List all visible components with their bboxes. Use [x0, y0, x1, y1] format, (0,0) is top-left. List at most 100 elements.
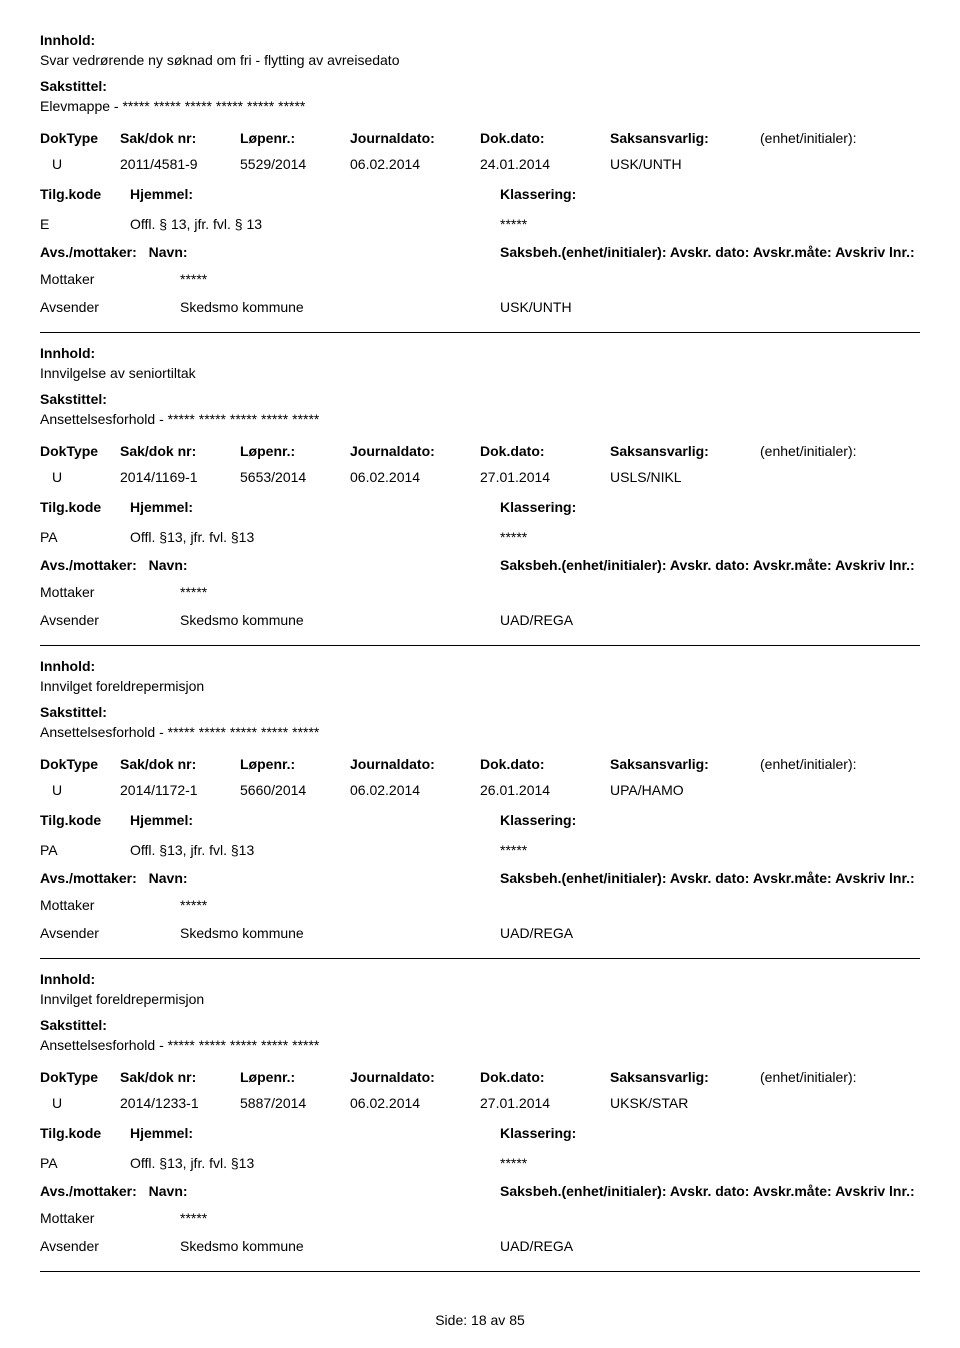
- avs-mottaker-label: Avs./mottaker:: [40, 870, 137, 886]
- sakdok-value: 2014/1169-1: [120, 467, 240, 487]
- avsender-row: Avsender Skedsmo kommune UAD/REGA: [40, 1237, 920, 1255]
- hjemmel-label: Hjemmel:: [130, 1123, 500, 1143]
- enhet-initialer-value: [760, 154, 920, 174]
- journaldato-value: 06.02.2014: [350, 780, 480, 800]
- meta-value-row: U 2011/4581-9 5529/2014 06.02.2014 24.01…: [40, 154, 920, 174]
- innhold-text: Innvilget foreldrepermisjon: [40, 678, 920, 694]
- journaldato-label: Journaldato:: [350, 441, 480, 461]
- saksbeh-header-row: Avs./mottaker: Navn: Saksbeh.(enhet/init…: [40, 1183, 920, 1199]
- innhold-label: Innhold:: [40, 658, 920, 674]
- mottaker-row: Mottaker *****: [40, 583, 920, 601]
- hjemmel-value-row: PA Offl. §13, jfr. fvl. §13 *****: [40, 527, 920, 547]
- sakstittel-label: Sakstittel:: [40, 78, 920, 94]
- mottaker-row: Mottaker *****: [40, 270, 920, 288]
- journaldato-label: Journaldato:: [350, 1067, 480, 1087]
- side-label: Side:: [435, 1312, 467, 1328]
- saksbeh-header-row: Avs./mottaker: Navn: Saksbeh.(enhet/init…: [40, 557, 920, 573]
- lopenr-label: Løpenr.:: [240, 1067, 350, 1087]
- dokdato-value: 27.01.2014: [480, 1093, 610, 1113]
- meta-header-row: DokType Sak/dok nr: Løpenr.: Journaldato…: [40, 754, 920, 774]
- page-footer: Side: 18 av 85: [40, 1312, 920, 1328]
- tilgkode-label: Tilg.kode: [40, 810, 130, 830]
- sakstittel-text: Elevmappe - ***** ***** ***** ***** ****…: [40, 98, 920, 114]
- sakstittel-text: Ansettelsesforhold - ***** ***** ***** *…: [40, 724, 920, 740]
- mottaker-enhet: [500, 270, 920, 288]
- saksbeh-labels: Saksbeh.(enhet/initialer): Avskr. dato: …: [500, 1183, 920, 1199]
- hjemmel-header-row: Tilg.kode Hjemmel: Klassering:: [40, 1123, 920, 1143]
- avs-mottaker-label: Avs./mottaker:: [40, 244, 137, 260]
- saksansvarlig-value: UKSK/STAR: [610, 1093, 760, 1113]
- mottaker-navn: *****: [180, 896, 500, 914]
- lopenr-value: 5529/2014: [240, 154, 350, 174]
- mottaker-navn: *****: [180, 270, 500, 288]
- sakstittel-label: Sakstittel:: [40, 704, 920, 720]
- doktype-value: U: [40, 1093, 120, 1113]
- innhold-text: Innvilget foreldrepermisjon: [40, 991, 920, 1007]
- avs-mottaker-navn-labels: Avs./mottaker: Navn:: [40, 1183, 500, 1199]
- avsender-navn: Skedsmo kommune: [180, 1237, 500, 1255]
- avsender-navn: Skedsmo kommune: [180, 611, 500, 629]
- sakdok-label: Sak/dok nr:: [120, 1067, 240, 1087]
- navn-label: Navn:: [149, 244, 188, 260]
- saksbeh-labels: Saksbeh.(enhet/initialer): Avskr. dato: …: [500, 244, 920, 260]
- klassering-value: *****: [500, 214, 920, 234]
- hjemmel-header-row: Tilg.kode Hjemmel: Klassering:: [40, 497, 920, 517]
- saksansvarlig-label: Saksansvarlig:: [610, 441, 760, 461]
- mottaker-label: Mottaker: [40, 1209, 180, 1227]
- tilgkode-value: PA: [40, 1153, 130, 1173]
- klassering-label: Klassering:: [500, 497, 920, 517]
- innhold-label: Innhold:: [40, 971, 920, 987]
- dokdato-value: 24.01.2014: [480, 154, 610, 174]
- dokdato-label: Dok.dato:: [480, 754, 610, 774]
- enhet-initialer-label: (enhet/initialer):: [760, 128, 920, 148]
- mottaker-label: Mottaker: [40, 270, 180, 288]
- mottaker-enhet: [500, 1209, 920, 1227]
- enhet-initialer-label: (enhet/initialer):: [760, 1067, 920, 1087]
- saksbeh-header-row: Avs./mottaker: Navn: Saksbeh.(enhet/init…: [40, 870, 920, 886]
- journaldato-value: 06.02.2014: [350, 467, 480, 487]
- klassering-label: Klassering:: [500, 1123, 920, 1143]
- enhet-initialer-value: [760, 780, 920, 800]
- dokdato-label: Dok.dato:: [480, 128, 610, 148]
- mottaker-enhet: [500, 896, 920, 914]
- tilgkode-label: Tilg.kode: [40, 497, 130, 517]
- avs-mottaker-label: Avs./mottaker:: [40, 557, 137, 573]
- avs-mottaker-navn-labels: Avs./mottaker: Navn:: [40, 557, 500, 573]
- doktype-value: U: [40, 467, 120, 487]
- enhet-initialer-label: (enhet/initialer):: [760, 754, 920, 774]
- journal-record: Innhold: Innvilgelse av seniortiltak Sak…: [40, 332, 920, 645]
- enhet-initialer-value: [760, 1093, 920, 1113]
- avsender-label: Avsender: [40, 1237, 180, 1255]
- avsender-row: Avsender Skedsmo kommune USK/UNTH: [40, 298, 920, 316]
- avsender-label: Avsender: [40, 298, 180, 316]
- klassering-value: *****: [500, 527, 920, 547]
- avs-mottaker-label: Avs./mottaker:: [40, 1183, 137, 1199]
- dokdato-label: Dok.dato:: [480, 1067, 610, 1087]
- saksbeh-header-row: Avs./mottaker: Navn: Saksbeh.(enhet/init…: [40, 244, 920, 260]
- avsender-enhet: UAD/REGA: [500, 924, 920, 942]
- doktype-label: DokType: [40, 128, 120, 148]
- dokdato-label: Dok.dato:: [480, 441, 610, 461]
- hjemmel-value-row: PA Offl. §13, jfr. fvl. §13 *****: [40, 840, 920, 860]
- sakstittel-text: Ansettelsesforhold - ***** ***** ***** *…: [40, 411, 920, 427]
- journaldato-label: Journaldato:: [350, 128, 480, 148]
- klassering-label: Klassering:: [500, 184, 920, 204]
- lopenr-value: 5660/2014: [240, 780, 350, 800]
- meta-header-row: DokType Sak/dok nr: Løpenr.: Journaldato…: [40, 128, 920, 148]
- dokdato-value: 27.01.2014: [480, 467, 610, 487]
- innhold-text: Innvilgelse av seniortiltak: [40, 365, 920, 381]
- innhold-label: Innhold:: [40, 32, 920, 48]
- hjemmel-value: Offl. §13, jfr. fvl. §13: [130, 527, 500, 547]
- lopenr-value: 5887/2014: [240, 1093, 350, 1113]
- hjemmel-label: Hjemmel:: [130, 184, 500, 204]
- avsender-enhet: UAD/REGA: [500, 611, 920, 629]
- mottaker-navn: *****: [180, 1209, 500, 1227]
- avsender-navn: Skedsmo kommune: [180, 298, 500, 316]
- sakstittel-label: Sakstittel:: [40, 391, 920, 407]
- sakdok-label: Sak/dok nr:: [120, 754, 240, 774]
- doktype-value: U: [40, 780, 120, 800]
- lopenr-label: Løpenr.:: [240, 754, 350, 774]
- saksansvarlig-value: USK/UNTH: [610, 154, 760, 174]
- mottaker-label: Mottaker: [40, 583, 180, 601]
- hjemmel-label: Hjemmel:: [130, 497, 500, 517]
